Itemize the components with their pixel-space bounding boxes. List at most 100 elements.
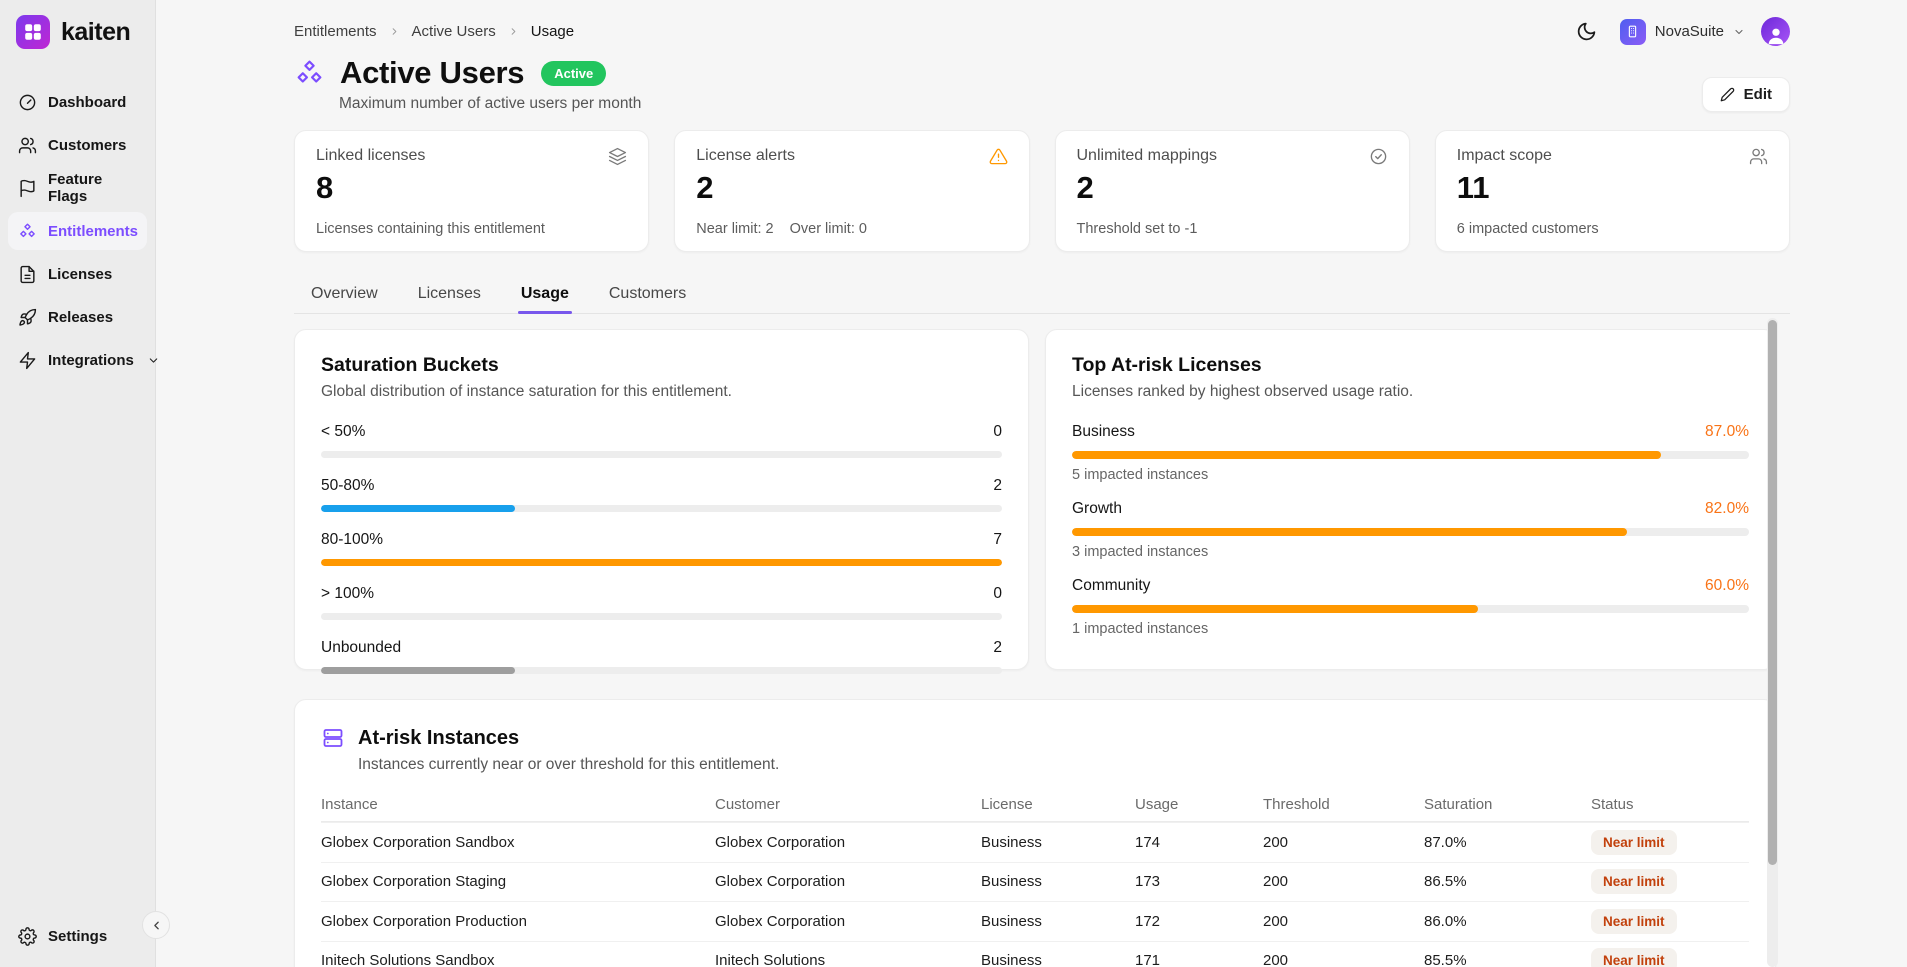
risk-note: 5 impacted instances	[1072, 467, 1749, 483]
chevron-right-icon	[389, 26, 400, 37]
panel-title: At-risk Instances	[358, 727, 519, 750]
bucket-label: > 100%	[321, 585, 374, 603]
col-customer: Customer	[715, 796, 981, 813]
risk-note: 1 impacted instances	[1072, 621, 1749, 637]
bucket-row: < 50% 0	[321, 423, 1002, 458]
bucket-label: 80-100%	[321, 531, 383, 549]
table-row[interactable]: Globex Corporation Staging Globex Corpor…	[321, 862, 1749, 902]
bucket-bar	[321, 667, 1002, 674]
cell-threshold: 200	[1263, 952, 1424, 967]
sidebar-item-entitlements[interactable]: Entitlements	[8, 212, 147, 250]
workspace-switcher[interactable]: NovaSuite	[1620, 19, 1745, 45]
cell-instance: Globex Corporation Production	[321, 913, 715, 930]
breadcrumb-usage: Usage	[531, 23, 574, 40]
bucket-row: > 100%0	[321, 585, 1002, 620]
card-value: 11	[1457, 172, 1768, 203]
tab-usage[interactable]: Usage	[504, 279, 586, 313]
risk-row: Business 87.0% 5 impacted instances	[1072, 423, 1749, 483]
card-value: 2	[696, 172, 1007, 203]
col-status: Status	[1591, 796, 1749, 813]
stat-card-license-alerts: License alerts 2 Near limit: 2 Over limi…	[674, 130, 1029, 252]
col-usage: Usage	[1135, 796, 1263, 813]
risk-license-name: Community	[1072, 577, 1150, 595]
sidebar-item-integrations[interactable]: Integrations	[8, 341, 147, 379]
usage-tab-content: Saturation Buckets Global distribution o…	[294, 329, 1790, 967]
risk-pct: 82.0%	[1705, 500, 1749, 518]
edit-button[interactable]: Edit	[1702, 77, 1790, 112]
risk-row: Community60.0% 1 impacted instances	[1072, 577, 1749, 637]
sidebar-item-customers[interactable]: Customers	[8, 126, 147, 164]
gear-icon	[18, 927, 37, 946]
cell-customer: Globex Corporation	[715, 873, 981, 890]
tab-licenses[interactable]: Licenses	[401, 279, 498, 313]
col-threshold: Threshold	[1263, 796, 1424, 813]
panel-title: Top At-risk Licenses	[1072, 354, 1749, 377]
near-limit-badge: Near limit	[1591, 909, 1677, 934]
pencil-icon	[1720, 87, 1735, 102]
bucket-bar	[321, 559, 1002, 566]
tab-bar: Overview Licenses Usage Customers	[294, 279, 1790, 314]
customers-icon	[18, 136, 37, 155]
sidebar-item-dashboard[interactable]: Dashboard	[8, 83, 147, 121]
sidebar-item-label: Entitlements	[48, 223, 138, 240]
sidebar-item-label: Feature Flags	[48, 171, 137, 205]
cell-usage: 172	[1135, 913, 1263, 930]
bucket-count: 2	[993, 477, 1002, 495]
table-row[interactable]: Initech Solutions Sandbox Initech Soluti…	[321, 941, 1749, 967]
panel-subtitle: Licenses ranked by highest observed usag…	[1072, 383, 1749, 401]
near-limit-badge: Near limit	[1591, 869, 1677, 894]
cell-threshold: 200	[1263, 873, 1424, 890]
flag-icon	[18, 179, 37, 198]
warning-triangle-icon	[989, 147, 1008, 166]
bucket-bar	[321, 613, 1002, 620]
near-limit-badge: Near limit	[1591, 830, 1677, 855]
col-instance: Instance	[321, 796, 715, 813]
cell-saturation: 87.0%	[1424, 834, 1591, 851]
user-avatar[interactable]	[1761, 17, 1790, 46]
instances-table: Instance Customer License Usage Threshol…	[321, 788, 1749, 967]
card-title: Unlimited mappings	[1077, 147, 1218, 165]
card-subtext-near: Near limit: 2	[696, 221, 773, 237]
sidebar-item-releases[interactable]: Releases	[8, 298, 147, 336]
sidebar-item-feature-flags[interactable]: Feature Flags	[8, 169, 147, 207]
users-icon	[1749, 147, 1768, 166]
page-subtitle: Maximum number of active users per month	[339, 95, 1790, 113]
sidebar-item-licenses[interactable]: Licenses	[8, 255, 147, 293]
tab-customers[interactable]: Customers	[592, 279, 703, 313]
saturation-buckets-panel: Saturation Buckets Global distribution o…	[294, 329, 1029, 670]
bucket-label: 50-80%	[321, 477, 374, 495]
dark-mode-toggle[interactable]	[1570, 15, 1604, 49]
sidebar-item-settings[interactable]: Settings	[8, 917, 147, 955]
tab-overview[interactable]: Overview	[294, 279, 395, 313]
stat-cards: Linked licenses 8 Licenses containing th…	[294, 130, 1790, 252]
bucket-row: 50-80% 2	[321, 477, 1002, 512]
bucket-label: Unbounded	[321, 639, 401, 657]
sidebar: kaiten Dashboard Customers Feature Flags…	[0, 0, 156, 967]
brand-name: kaiten	[61, 18, 130, 47]
main-content: Entitlements Active Users Usage NovaSuit…	[156, 0, 1907, 967]
sidebar-collapse-button[interactable]	[142, 911, 170, 939]
panel-subtitle: Instances currently near or over thresho…	[358, 756, 1749, 774]
panel-title: Saturation Buckets	[321, 354, 1002, 377]
page-title: Active Users	[340, 55, 524, 91]
cell-license: Business	[981, 834, 1135, 851]
table-row[interactable]: Globex Corporation Sandbox Globex Corpor…	[321, 822, 1749, 862]
status-badge: Active	[541, 61, 606, 86]
card-title: Linked licenses	[316, 147, 425, 165]
kaiten-logo-icon	[16, 15, 50, 49]
risk-bar	[1072, 528, 1749, 536]
table-row[interactable]: Globex Corporation Production Globex Cor…	[321, 901, 1749, 941]
at-risk-instances-panel: At-risk Instances Instances currently ne…	[294, 699, 1776, 967]
near-limit-badge: Near limit	[1591, 948, 1677, 967]
breadcrumb-entitlements[interactable]: Entitlements	[294, 23, 377, 40]
risk-pct: 87.0%	[1705, 423, 1749, 441]
bucket-count: 0	[993, 423, 1002, 441]
cell-threshold: 200	[1263, 913, 1424, 930]
bucket-bar	[321, 505, 1002, 512]
lightning-icon	[18, 351, 37, 370]
entitlement-cubes-icon	[294, 58, 325, 89]
risk-license-name: Business	[1072, 423, 1135, 441]
content-scrollbar-thumb[interactable]	[1768, 320, 1777, 865]
bucket-label: < 50%	[321, 423, 365, 441]
breadcrumb-active-users[interactable]: Active Users	[412, 23, 496, 40]
